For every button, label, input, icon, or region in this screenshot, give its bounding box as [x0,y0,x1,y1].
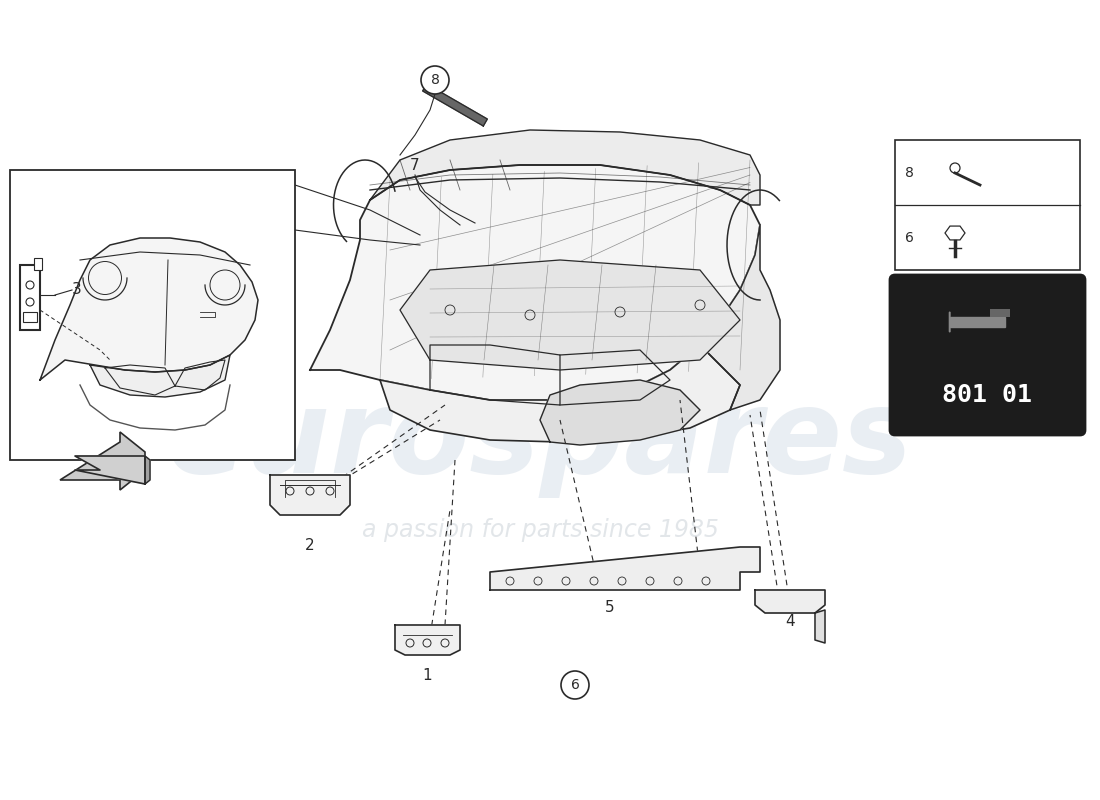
Polygon shape [700,225,780,410]
Polygon shape [75,456,145,484]
Polygon shape [755,590,825,613]
Text: 7: 7 [410,158,420,173]
Bar [990,309,1010,317]
Bar [23,312,37,322]
Text: a passion for parts since 1985: a passion for parts since 1985 [362,518,718,542]
Text: eurospares: eurospares [167,382,913,498]
Polygon shape [395,625,460,655]
Polygon shape [310,165,760,400]
Bar [895,140,1080,270]
Polygon shape [379,345,740,442]
Text: 5: 5 [605,599,615,614]
Text: 6: 6 [571,678,580,692]
Text: 6: 6 [905,231,914,245]
Polygon shape [933,311,948,333]
Polygon shape [370,130,760,205]
Polygon shape [422,84,487,126]
FancyBboxPatch shape [890,275,1085,435]
Polygon shape [40,238,258,380]
Bar [20,265,40,330]
Polygon shape [270,475,350,515]
Polygon shape [950,317,1005,327]
Circle shape [421,66,449,94]
Polygon shape [540,380,700,445]
Bar [10,170,295,460]
Bar [34,258,42,270]
Polygon shape [935,312,950,332]
Polygon shape [145,456,150,484]
Text: 4: 4 [785,614,795,630]
Text: 3: 3 [72,282,81,298]
Text: 8: 8 [430,73,439,87]
Polygon shape [490,547,760,590]
Polygon shape [90,355,230,397]
Circle shape [561,671,588,699]
Text: 801 01: 801 01 [942,383,1032,407]
Polygon shape [400,260,740,370]
Text: 8: 8 [905,166,914,180]
Polygon shape [815,610,825,643]
Polygon shape [60,432,145,490]
Text: 1: 1 [422,667,432,682]
Text: 2: 2 [305,538,315,553]
